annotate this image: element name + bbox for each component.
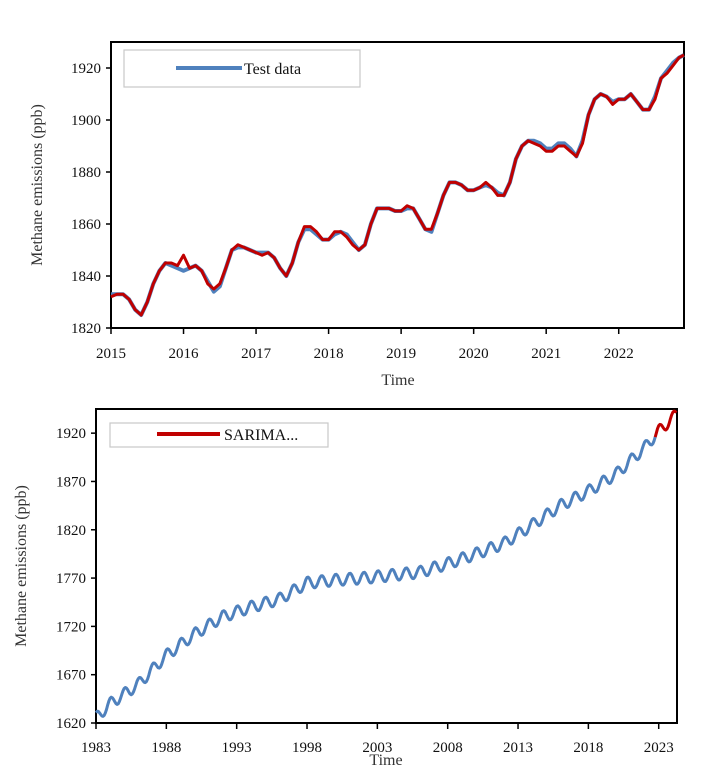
- y-tick-label: 1880: [71, 165, 101, 181]
- y-axis-title-top: Methane emissions (ppb): [29, 104, 46, 266]
- x-tick-label: 2022: [604, 346, 634, 362]
- chart-bottom: 1620 1670 1720 1770 1820 1870 1920 1983 1988 199…: [13, 408, 678, 769]
- y-tick-label: 1920: [71, 61, 101, 77]
- y-axis-bottom: 1620 1670 1720 1770 1820 1870 1920: [56, 426, 96, 732]
- plot-area-top: [110, 41, 685, 329]
- x-axis-title-top: Time: [381, 372, 414, 389]
- y-tick-label: 1820: [56, 523, 86, 539]
- series-line-test-data: [111, 53, 685, 317]
- x-tick-label: 2023: [644, 740, 674, 756]
- x-tick-label: 1998: [292, 740, 322, 756]
- x-tick-label: 2021: [531, 346, 561, 362]
- x-axis-bottom: 1983 1988 1993 1998 2003 2008 2013 2018 2023: [81, 723, 674, 756]
- x-tick-label: 2019: [386, 346, 416, 362]
- y-tick-label: 1820: [71, 321, 101, 337]
- series-line-historical: [94, 436, 657, 718]
- x-tick-label: 2013: [503, 740, 533, 756]
- x-tick-label: 2018: [573, 740, 603, 756]
- y-tick-label: 1900: [71, 113, 101, 129]
- y-tick-label: 1840: [71, 269, 101, 285]
- y-tick-label: 1770: [56, 571, 86, 587]
- legend-label-test-data: Test data: [244, 61, 301, 78]
- x-tick-label: 2016: [169, 346, 200, 362]
- series-line-sarima-forecast: [110, 53, 685, 317]
- plot-area-bottom: [95, 408, 678, 724]
- y-tick-label: 1870: [56, 474, 86, 490]
- legend-top: Test data: [123, 49, 361, 88]
- series-line-sarima-forecast: [653, 409, 678, 438]
- x-axis-title-bottom: Time: [369, 752, 402, 769]
- x-axis-top: 2015 2016 2017 2018 2019 2020 2021 2022: [96, 328, 634, 362]
- series-lines-top: [110, 53, 685, 317]
- legend-label-sarima: SARIMA...: [224, 427, 298, 444]
- x-tick-label: 2020: [459, 346, 489, 362]
- x-tick-label: 1983: [81, 740, 111, 756]
- x-tick-label: 1993: [222, 740, 252, 756]
- legend-bottom: SARIMA...: [109, 422, 329, 448]
- y-axis-title-bottom: Methane emissions (ppb): [13, 485, 30, 647]
- x-tick-label: 2018: [314, 346, 344, 362]
- x-tick-label: 2017: [241, 346, 272, 362]
- x-tick-label: 1988: [151, 740, 181, 756]
- series-lines-bottom: [94, 409, 678, 718]
- y-tick-label: 1860: [71, 217, 101, 233]
- x-tick-label: 2008: [433, 740, 463, 756]
- y-axis-top: 1820 1840 1860 1880 1900 1920: [71, 61, 111, 337]
- y-tick-label: 1720: [56, 619, 86, 635]
- y-tick-label: 1920: [56, 426, 86, 442]
- y-tick-label: 1670: [56, 668, 86, 684]
- x-tick-label: 2003: [362, 740, 392, 756]
- y-tick-label: 1620: [56, 716, 86, 732]
- x-tick-label: 2015: [96, 346, 126, 362]
